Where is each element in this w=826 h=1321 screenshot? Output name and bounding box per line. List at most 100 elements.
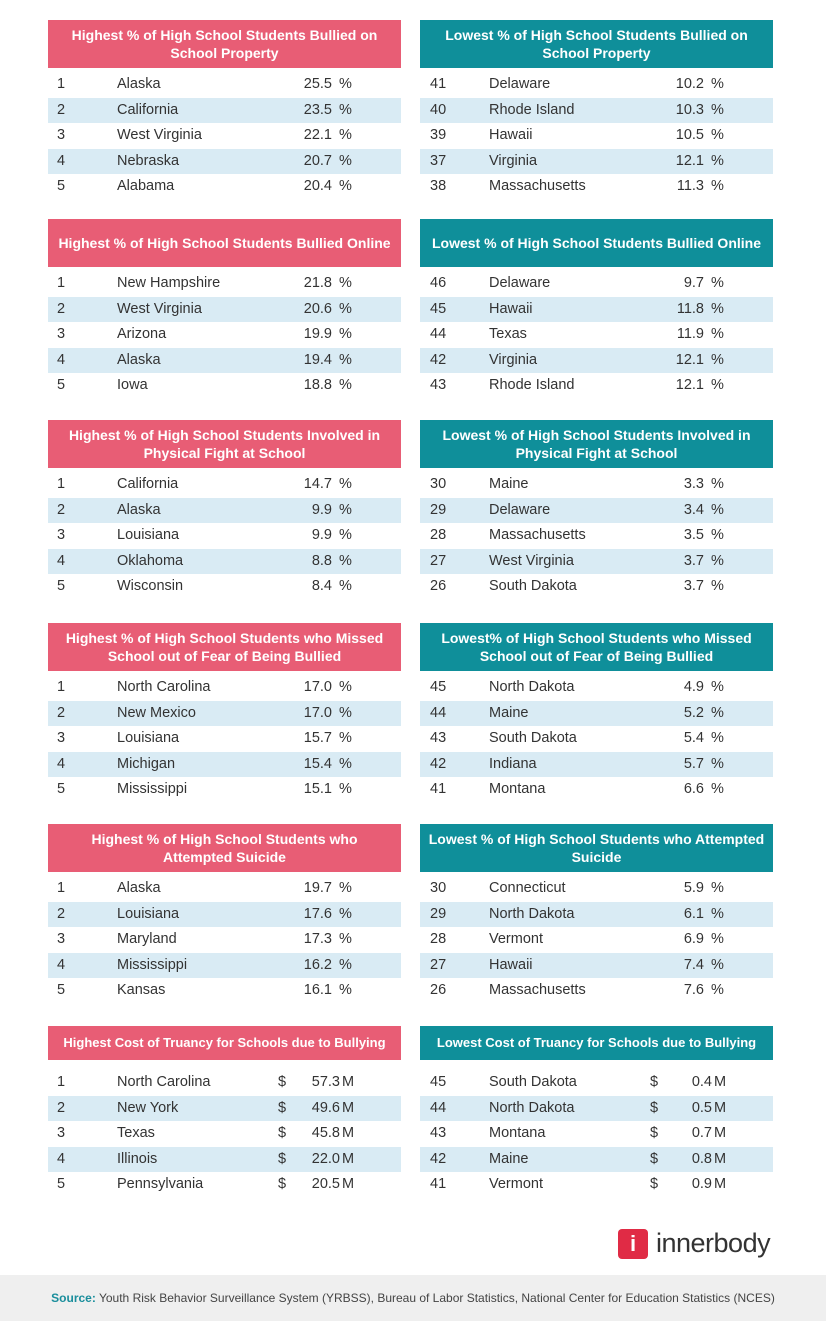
table-body: 45 South Dakota $ 0.4 M 44 North Dakota … [420,1070,773,1198]
value: 16.1 [303,982,332,999]
unit: % [339,152,352,169]
table-row: 3 Maryland 17.3 % [48,927,401,953]
state-name: Pennsylvania [117,1176,204,1193]
unit: % [711,178,724,195]
table-row: 2 New Mexico 17.0 % [48,700,401,727]
unit: % [711,552,724,569]
state-name: Oklahoma [117,552,184,569]
value: 17.3 [303,931,332,948]
currency-symbol: $ [278,1099,287,1116]
table-header: Lowest Cost of Truancy for Schools due t… [420,1026,773,1060]
unit: % [339,905,352,922]
table-row: 1 Alaska 25.5 % [48,72,401,98]
table-row: 3 Arizona 19.9 % [48,322,401,348]
value: 3.4 [683,501,704,518]
table-row: 2 New York $ 49.6 M [48,1095,401,1122]
innerbody-logo-icon: i [618,1228,648,1259]
table-row: 5 Iowa 18.8 % [48,373,401,399]
rank: 40 [430,101,447,118]
table-row: 42 Indiana 5.7 % [420,751,773,778]
currency-symbol: $ [278,1150,287,1167]
state-name: New Mexico [117,704,196,721]
value: 20.5 [311,1176,340,1193]
lowest-table: Lowest% of High School Students who Miss… [420,623,773,803]
table-header: Highest % of High School Students Involv… [48,420,401,468]
rank: 45 [430,679,447,695]
rank: 30 [430,476,447,492]
highest-table: Highest % of High School Students Bullie… [48,20,401,200]
table-row: 4 Alaska 19.4 % [48,347,401,374]
unit: % [339,679,352,695]
state-name: Maine [489,704,529,721]
unit: % [339,351,352,368]
rank: 42 [430,755,447,772]
unit: % [711,275,724,291]
value: 6.6 [683,781,704,798]
state-name: Iowa [117,377,148,394]
rank: 3 [57,326,66,343]
currency-symbol: $ [650,1150,659,1167]
currency-symbol: $ [650,1176,659,1193]
rank: 46 [430,275,447,291]
unit: M [342,1150,355,1167]
unit: % [711,476,724,492]
table-header: Lowest % of High School Students Bullied… [420,219,773,267]
state-name: South Dakota [489,578,577,595]
state-name: Kansas [117,982,166,999]
rank: 26 [430,982,447,999]
value: 4.9 [683,679,704,695]
value: 9.7 [683,275,704,291]
highest-table: Highest Cost of Truancy for Schools due … [48,1026,401,1198]
table-row: 30 Connecticut 5.9 % [420,876,773,902]
highest-table: Highest % of High School Students who Mi… [48,623,401,803]
value: 3.5 [683,527,704,544]
table-row: 41 Montana 6.6 % [420,777,773,803]
rank: 37 [430,152,447,169]
rank: 43 [430,730,447,747]
unit: % [339,101,352,118]
rank: 1 [57,275,66,291]
table-row: 39 Hawaii 10.5 % [420,123,773,149]
state-name: California [117,101,179,118]
table-row: 44 Maine 5.2 % [420,700,773,727]
value: 15.4 [303,755,332,772]
state-name: Nebraska [117,152,180,169]
state-name: Montana [489,1125,546,1142]
value: 11.8 [676,300,704,317]
rank: 43 [430,377,447,394]
state-name: Hawaii [489,300,533,317]
rank: 44 [430,704,447,721]
table-row: 44 Texas 11.9 % [420,322,773,348]
unit: M [342,1099,355,1116]
unit: % [711,300,724,317]
value: 12.1 [675,351,704,368]
state-name: Mississippi [117,781,188,798]
rank: 27 [430,956,447,973]
rank: 1 [57,1074,66,1090]
state-name: Maryland [117,931,177,948]
value: 25.5 [303,76,332,92]
state-name: Alaska [117,76,161,92]
currency-symbol: $ [650,1099,659,1116]
unit: % [711,982,724,999]
value: 20.4 [303,178,332,195]
state-name: Virginia [489,152,538,169]
rank: 41 [430,781,447,798]
rank: 42 [430,1150,447,1167]
unit: % [339,127,352,144]
state-name: Massachusetts [489,178,586,195]
unit: % [711,326,724,343]
unit: % [711,527,724,544]
value: 15.1 [303,781,332,798]
unit: % [339,956,352,973]
rank: 38 [430,178,447,195]
unit: % [711,905,724,922]
state-name: Alaska [117,880,161,896]
table-row: 44 North Dakota $ 0.5 M [420,1095,773,1122]
state-name: North Dakota [489,905,575,922]
unit: % [711,501,724,518]
table-row: 27 Hawaii 7.4 % [420,952,773,979]
table-row: 42 Virginia 12.1 % [420,347,773,374]
value: 21.8 [303,275,332,291]
unit: % [711,704,724,721]
